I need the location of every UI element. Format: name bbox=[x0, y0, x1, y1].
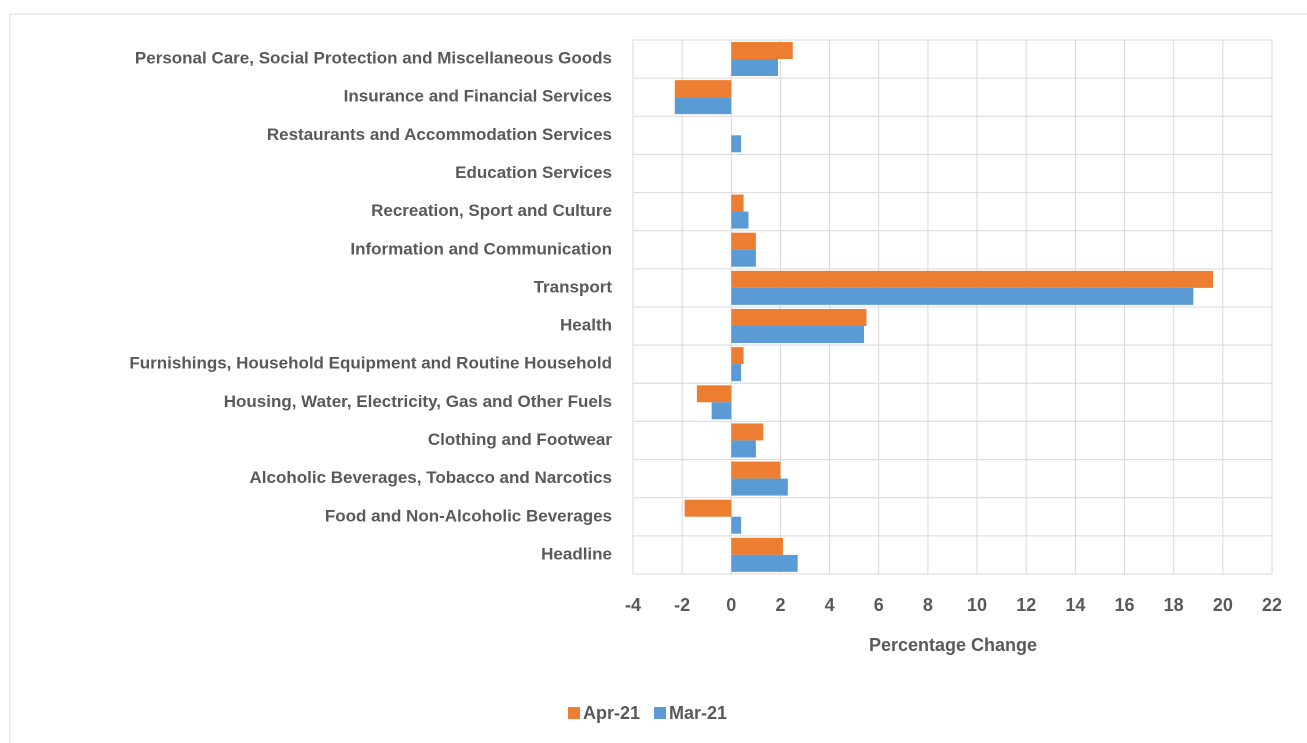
legend-label: Mar-21 bbox=[669, 703, 727, 723]
x-tick-label: -2 bbox=[674, 595, 690, 615]
bar bbox=[696, 385, 732, 403]
y-tick-label: Housing, Water, Electricity, Gas and Oth… bbox=[224, 392, 612, 411]
y-tick-label: Alcoholic Beverages, Tobacco and Narcoti… bbox=[250, 468, 612, 487]
x-tick-label: 2 bbox=[775, 595, 785, 615]
bar bbox=[731, 326, 865, 343]
y-tick-label: Clothing and Footwear bbox=[428, 430, 613, 449]
bar bbox=[674, 97, 732, 115]
bar bbox=[731, 537, 783, 555]
bar bbox=[731, 287, 1194, 305]
legend-label: Apr-21 bbox=[583, 703, 640, 723]
y-tick-label: Health bbox=[560, 316, 612, 335]
bar bbox=[731, 135, 742, 153]
bar bbox=[684, 499, 732, 517]
y-tick-label: Insurance and Financial Services bbox=[344, 87, 612, 106]
bar bbox=[731, 440, 756, 458]
bar bbox=[731, 461, 781, 479]
x-tick-label: 8 bbox=[923, 595, 933, 615]
bar bbox=[731, 309, 867, 326]
bar bbox=[731, 211, 749, 229]
x-tick-label: -4 bbox=[625, 595, 641, 615]
y-tick-label: Recreation, Sport and Culture bbox=[371, 201, 612, 220]
bar bbox=[731, 249, 756, 267]
bar bbox=[731, 554, 798, 572]
bar bbox=[731, 194, 744, 212]
legend-swatch bbox=[568, 707, 580, 719]
x-tick-label: 16 bbox=[1115, 595, 1135, 615]
y-tick-label: Furnishings, Household Equipment and Rou… bbox=[129, 354, 612, 373]
x-tick-label: 0 bbox=[726, 595, 736, 615]
bar bbox=[731, 42, 793, 59]
bar bbox=[731, 516, 742, 534]
x-tick-label: 4 bbox=[825, 595, 835, 615]
bar bbox=[731, 423, 764, 441]
y-tick-label: Information and Communication bbox=[350, 239, 612, 258]
x-tick-label: 22 bbox=[1262, 595, 1282, 615]
x-tick-label: 20 bbox=[1213, 595, 1233, 615]
y-tick-label: Education Services bbox=[455, 163, 612, 182]
y-tick-label: Transport bbox=[534, 277, 613, 296]
x-tick-label: 18 bbox=[1164, 595, 1184, 615]
x-tick-label: 6 bbox=[874, 595, 884, 615]
bar bbox=[731, 364, 742, 382]
bar bbox=[731, 232, 756, 250]
bar bbox=[711, 402, 732, 420]
y-tick-label: Food and Non-Alcoholic Beverages bbox=[325, 506, 612, 525]
x-tick-label: 12 bbox=[1016, 595, 1036, 615]
x-tick-label: 10 bbox=[967, 595, 987, 615]
bar bbox=[731, 59, 779, 76]
legend-swatch bbox=[654, 707, 667, 719]
y-tick-label: Personal Care, Social Protection and Mis… bbox=[135, 49, 612, 68]
y-tick-label: Headline bbox=[541, 544, 612, 563]
y-tick-label: Restaurants and Accommodation Services bbox=[267, 125, 612, 144]
chart-frame bbox=[9, 13, 1307, 743]
bar bbox=[674, 80, 732, 98]
x-tick-label: 14 bbox=[1065, 595, 1085, 615]
bar bbox=[731, 478, 788, 496]
bar bbox=[731, 347, 744, 365]
x-axis-label: Percentage Change bbox=[869, 635, 1037, 655]
bar bbox=[731, 270, 1214, 288]
